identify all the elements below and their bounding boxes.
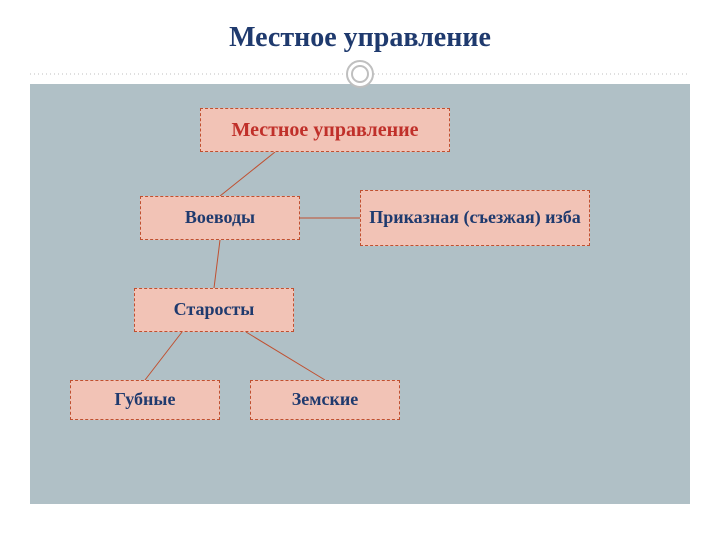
page-title: Местное управление (0, 22, 720, 54)
node-voevody-label: Воеводы (185, 207, 255, 229)
node-starosty-label: Старосты (174, 299, 255, 321)
node-zemskie-label: Земские (292, 389, 358, 411)
decor-circle-inner (351, 65, 369, 83)
node-prikaznaya-label: Приказная (съезжая) изба (369, 207, 581, 229)
node-prikaznaya: Приказная (съезжая) изба (360, 190, 590, 246)
node-root: Местное управление (200, 108, 450, 152)
node-zemskie: Земские (250, 380, 400, 420)
node-gubnye-label: Губные (115, 389, 176, 411)
node-starosty: Старосты (134, 288, 294, 332)
node-gubnye: Губные (70, 380, 220, 420)
node-root-label: Местное управление (231, 118, 418, 142)
slide: Местное управление Местное управление Во… (0, 0, 720, 540)
node-voevody: Воеводы (140, 196, 300, 240)
